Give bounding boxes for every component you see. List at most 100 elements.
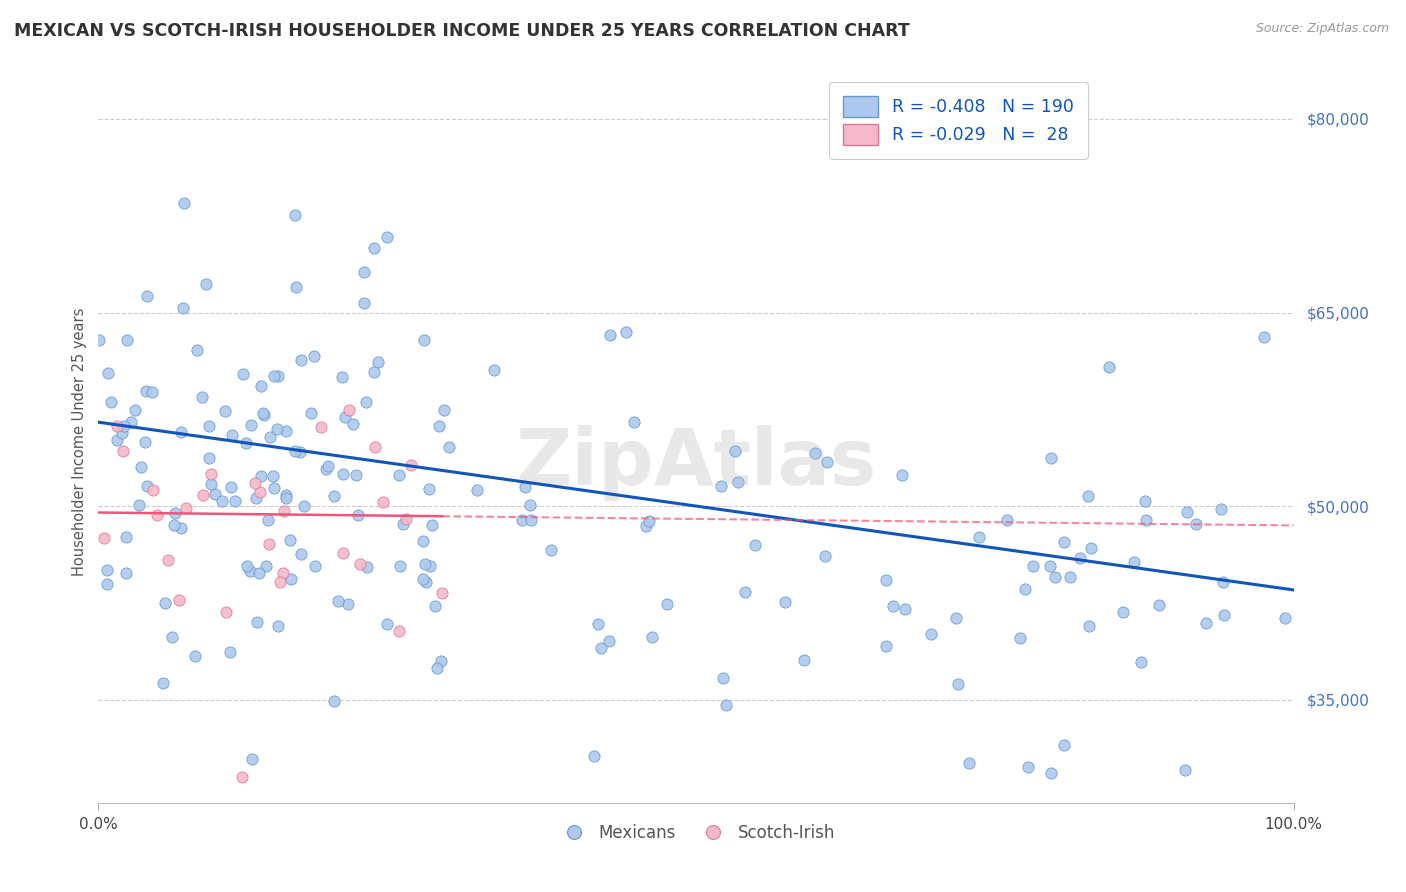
Point: [219, 480, 242, 494]
Point: [146, 508, 169, 523]
Point: [419, 558, 441, 573]
Point: [430, 655, 453, 669]
Point: [215, 605, 238, 619]
Point: [332, 546, 354, 560]
Point: [346, 508, 368, 522]
Point: [263, 481, 285, 495]
Point: [105, 419, 128, 434]
Point: [1213, 607, 1236, 622]
Point: [240, 417, 263, 432]
Point: [243, 475, 266, 490]
Point: [259, 430, 281, 444]
Point: [337, 597, 360, 611]
Point: [135, 384, 157, 398]
Point: [136, 478, 159, 492]
Point: [727, 475, 749, 490]
Point: [236, 558, 259, 573]
Point: [995, 513, 1018, 527]
Point: [252, 406, 274, 420]
Point: [356, 560, 378, 574]
Point: [1053, 739, 1076, 753]
Point: [655, 597, 678, 611]
Point: [100, 395, 122, 409]
Point: [1077, 489, 1099, 503]
Point: [342, 417, 364, 432]
Point: [173, 195, 195, 210]
Point: [426, 661, 449, 675]
Point: [269, 574, 291, 589]
Point: [266, 619, 288, 633]
Point: [1098, 359, 1121, 374]
Point: [96, 563, 118, 577]
Point: [353, 296, 375, 310]
Point: [775, 595, 797, 609]
Point: [240, 752, 263, 766]
Point: [875, 573, 897, 587]
Point: [1175, 505, 1198, 519]
Point: [193, 487, 215, 501]
Point: [375, 616, 398, 631]
Point: [195, 277, 218, 292]
Point: [280, 573, 302, 587]
Point: [231, 770, 253, 784]
Point: [636, 519, 658, 533]
Point: [249, 469, 271, 483]
Point: [292, 499, 315, 513]
Point: [1039, 766, 1062, 780]
Point: [1274, 611, 1296, 625]
Point: [170, 425, 193, 439]
Point: [583, 748, 606, 763]
Point: [112, 418, 135, 433]
Point: [423, 599, 446, 614]
Point: [399, 458, 422, 473]
Point: [388, 467, 411, 482]
Point: [262, 469, 284, 483]
Point: [599, 327, 621, 342]
Point: [93, 532, 115, 546]
Point: [1022, 559, 1045, 574]
Point: [302, 350, 325, 364]
Legend: Mexicans, Scotch-Irish: Mexicans, Scotch-Irish: [550, 817, 842, 848]
Point: [332, 467, 354, 482]
Point: [814, 549, 837, 564]
Point: [1147, 598, 1170, 612]
Point: [418, 482, 440, 496]
Point: [323, 489, 346, 503]
Point: [204, 487, 226, 501]
Point: [1122, 555, 1144, 569]
Point: [232, 367, 254, 381]
Point: [253, 408, 276, 422]
Point: [946, 677, 969, 691]
Point: [710, 479, 733, 493]
Point: [744, 538, 766, 552]
Point: [1077, 619, 1099, 633]
Point: [1209, 501, 1232, 516]
Point: [1053, 535, 1076, 549]
Point: [353, 265, 375, 279]
Point: [124, 402, 146, 417]
Point: [276, 488, 298, 502]
Point: [1133, 493, 1156, 508]
Point: [349, 558, 371, 572]
Point: [412, 534, 434, 549]
Point: [121, 415, 143, 429]
Point: [1039, 559, 1062, 574]
Point: [1080, 541, 1102, 555]
Point: [160, 630, 183, 644]
Point: [427, 418, 450, 433]
Point: [221, 428, 243, 442]
Point: [375, 230, 398, 244]
Point: [141, 384, 163, 399]
Point: [598, 633, 620, 648]
Point: [793, 653, 815, 667]
Point: [540, 542, 562, 557]
Point: [198, 450, 221, 465]
Point: [284, 444, 307, 458]
Point: [142, 483, 165, 498]
Point: [285, 279, 308, 293]
Point: [437, 441, 460, 455]
Point: [111, 425, 134, 440]
Point: [163, 507, 186, 521]
Point: [263, 369, 285, 384]
Point: [391, 516, 413, 531]
